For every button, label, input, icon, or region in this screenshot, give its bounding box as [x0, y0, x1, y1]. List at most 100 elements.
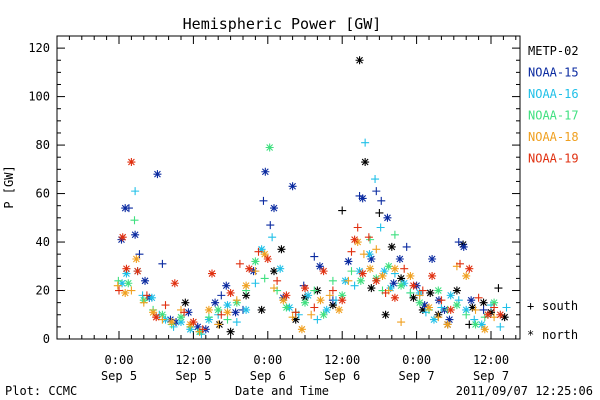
- x-tick-date-label: Sep 5: [175, 369, 211, 383]
- north-data-point: [397, 281, 406, 290]
- north-data-point: [315, 262, 324, 271]
- x-axis-label: Date and Time: [235, 384, 329, 398]
- north-data-point: [328, 301, 337, 310]
- north-data-point: [366, 264, 375, 273]
- south-data-point: [251, 279, 260, 288]
- north-data-point: [132, 255, 141, 264]
- north-data-point: [420, 301, 429, 310]
- north-data-point: [446, 291, 455, 300]
- north-data-point: [301, 284, 309, 293]
- south-data-point: [353, 223, 362, 232]
- south-data-point: [310, 303, 319, 312]
- south-data-point: [198, 325, 207, 334]
- north-data-point: [480, 325, 489, 334]
- south-data-point: [115, 286, 123, 295]
- north-data-point: [483, 310, 492, 319]
- north-data-point: [257, 245, 266, 254]
- north-data-point: [406, 271, 415, 280]
- south-data-point: [217, 310, 226, 319]
- north-data-point: [277, 245, 286, 254]
- y-tick-label: 100: [28, 90, 50, 104]
- north-data-point: [383, 213, 392, 222]
- north-data-point: [131, 230, 140, 239]
- south-data-point: [434, 313, 443, 322]
- south-data-point: [496, 322, 505, 331]
- north-data-point: [263, 255, 272, 264]
- south-data-point: [377, 196, 386, 205]
- north-data-point: [260, 250, 269, 259]
- north-data-point: [141, 276, 150, 285]
- north-data-point: [428, 271, 437, 280]
- north-data-point: [477, 320, 486, 329]
- north-data-point: [288, 182, 297, 191]
- south-data-point: [470, 315, 479, 324]
- north-data-point: [231, 308, 240, 317]
- south-data-point: [310, 252, 319, 261]
- north-data-point: [222, 281, 231, 290]
- south-data-point: [437, 296, 446, 305]
- north-data-point: [181, 298, 190, 307]
- x-tick-time-label: 0:00: [253, 353, 282, 367]
- north-data-point: [214, 305, 223, 314]
- north-data-point: [390, 264, 399, 273]
- x-axis: 0:00 Sep 5 12:00 Sep 5 0:00 Sep 6 12:00 Sep 6 0:…: [56, 36, 517, 383]
- south-data-point: [214, 320, 223, 329]
- south-data-point: [307, 310, 316, 319]
- north-data-point: [319, 310, 328, 319]
- south-data-point: [454, 238, 463, 247]
- north-data-point: [452, 301, 461, 310]
- north-data-point: [390, 293, 399, 302]
- north-data-point: [177, 313, 185, 322]
- south-data-point: [180, 308, 189, 317]
- north-data-point: [158, 310, 167, 319]
- chart-title: Hemispheric Power [GW]: [183, 15, 382, 33]
- north-data-point: [261, 167, 270, 176]
- north-data-point: [319, 267, 328, 276]
- south-data-point: [361, 138, 370, 147]
- north-data-point: [291, 315, 300, 324]
- north-data-point: [344, 257, 353, 266]
- north-data-point: [257, 305, 266, 314]
- y-tick-label: 20: [36, 284, 50, 298]
- south-data-point: [325, 291, 334, 300]
- north-data-point: [389, 279, 398, 288]
- south-data-point: [490, 313, 499, 322]
- south-data-point: [371, 175, 380, 184]
- north-data-point: [117, 235, 126, 244]
- north-data-point: [338, 296, 347, 305]
- north-data-point: [223, 308, 232, 317]
- south-data-point: [142, 291, 151, 300]
- south-data-point: [288, 313, 297, 322]
- legend-entry: METP-02: [528, 44, 579, 58]
- south-data-point: [390, 230, 399, 239]
- north-data-point: [297, 325, 306, 334]
- north-data-point: [429, 315, 438, 324]
- north-data-point: [365, 250, 374, 259]
- south-data-point: [114, 276, 123, 285]
- north-data-point: [338, 291, 347, 300]
- north-data-point: [479, 298, 488, 307]
- north-data-point: [127, 158, 136, 167]
- north-data-point: [316, 296, 325, 305]
- south-data-point: [418, 286, 427, 295]
- marker-legend-symbol: *: [527, 328, 534, 342]
- north-data-point: [445, 315, 454, 324]
- north-data-point: [170, 279, 179, 288]
- north-data-point: [367, 284, 376, 293]
- north-data-point: [122, 264, 131, 273]
- north-data-point: [245, 264, 254, 273]
- x-tick-date-label: Sep 6: [250, 369, 286, 383]
- north-data-point: [276, 264, 285, 273]
- series-legend: METP-02 NOAA-15 NOAA-16 NOAA-17 NOAA-18 NOAA-…: [528, 44, 579, 166]
- north-data-point: [124, 279, 133, 288]
- south-data-point: [232, 318, 241, 327]
- north-data-point: [459, 240, 468, 249]
- south-data-point: [347, 267, 356, 276]
- south-data-point: [124, 204, 133, 213]
- legend-entry: NOAA-19: [528, 152, 579, 166]
- marker-legend-label: north: [542, 328, 578, 342]
- north-data-point: [189, 318, 198, 327]
- north-data-point: [223, 301, 232, 310]
- legend-entry: NOAA-15: [528, 66, 579, 80]
